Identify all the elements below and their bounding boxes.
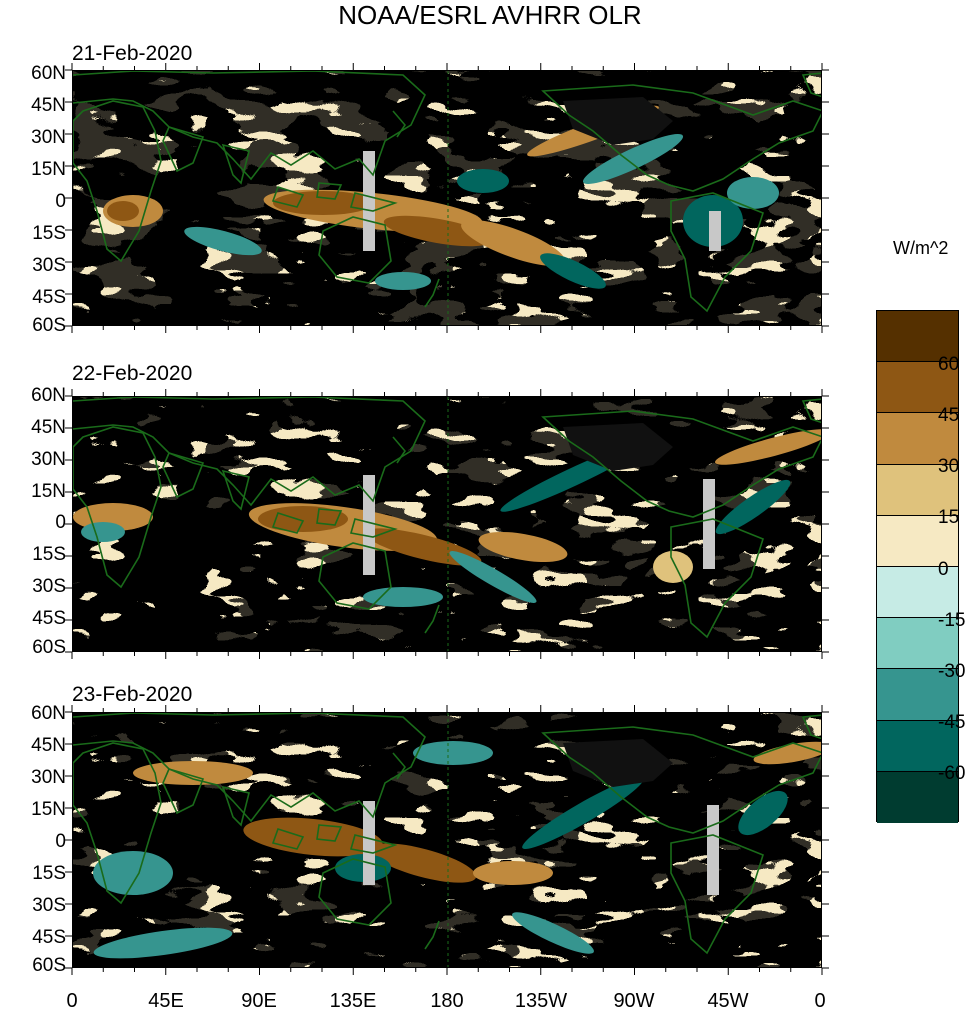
lon-label: 90W bbox=[613, 990, 655, 1012]
missing-data-swath bbox=[703, 479, 715, 569]
lon-label: 135W bbox=[514, 990, 568, 1012]
lat-label: 30S bbox=[32, 255, 66, 276]
lon-label: 45W bbox=[707, 990, 749, 1012]
us-state-borders bbox=[563, 423, 673, 471]
lat-label: 0 bbox=[55, 512, 66, 533]
lat-label: 0 bbox=[55, 191, 66, 212]
lat-label: 45S bbox=[32, 927, 66, 948]
missing-data-swath bbox=[363, 151, 375, 251]
missing-data-swath bbox=[363, 475, 375, 575]
lat-label: 60S bbox=[32, 315, 66, 336]
us-state-borders bbox=[563, 97, 673, 145]
colorbar-box bbox=[877, 311, 958, 363]
lat-label: 15N bbox=[31, 799, 66, 820]
colorbar-title: W/m^2 bbox=[893, 238, 949, 258]
lat-label: 15S bbox=[32, 863, 66, 884]
map-panel-1 bbox=[72, 70, 822, 326]
lon-label: 0 bbox=[66, 990, 78, 1012]
colorbar-label: -30 bbox=[938, 661, 966, 682]
lon-label: 0 bbox=[814, 990, 826, 1012]
lat-label: 60N bbox=[31, 385, 66, 406]
lat-label: 15N bbox=[31, 481, 66, 502]
lon-label: 45E bbox=[148, 990, 184, 1012]
colorbar-box bbox=[877, 413, 958, 465]
panel-3-date: 23-Feb-2020 bbox=[72, 683, 193, 706]
lat-label: 60N bbox=[31, 63, 66, 84]
colorbar-box bbox=[877, 771, 958, 823]
lat-label: 15S bbox=[32, 223, 66, 244]
lat-label: 60N bbox=[31, 703, 66, 724]
colorbar-label: 60 bbox=[938, 354, 960, 375]
lat-label: 30S bbox=[32, 576, 66, 597]
lat-label: 30N bbox=[31, 449, 66, 470]
figure-title: NOAA/ESRL AVHRR OLR bbox=[338, 0, 642, 30]
colorbar-label: -15 bbox=[938, 610, 966, 631]
colorbar bbox=[876, 310, 959, 823]
colorbar-box bbox=[877, 669, 958, 721]
panel-2-date: 22-Feb-2020 bbox=[72, 362, 193, 385]
missing-data-swath bbox=[709, 211, 721, 251]
lat-label: 60S bbox=[32, 637, 66, 658]
colorbar-label: 15 bbox=[938, 507, 960, 528]
colorbar-box bbox=[877, 362, 958, 414]
colorbar-label: -60 bbox=[938, 763, 966, 784]
lat-label: 45N bbox=[31, 735, 66, 756]
lat-label: 15S bbox=[32, 544, 66, 565]
colorbar-label: -45 bbox=[938, 712, 966, 733]
map-panel-2 bbox=[72, 396, 822, 652]
colorbar-box bbox=[877, 566, 958, 619]
lat-label: 0 bbox=[55, 831, 66, 852]
lat-label: 45S bbox=[32, 608, 66, 629]
lon-label: 135E bbox=[329, 990, 377, 1012]
colorbar-box bbox=[877, 515, 958, 567]
lat-label: 45S bbox=[32, 287, 66, 308]
lon-label: 90E bbox=[241, 990, 277, 1012]
anomaly-blobs bbox=[93, 741, 821, 959]
lat-label: 30N bbox=[31, 127, 66, 148]
colorbar-box bbox=[877, 618, 958, 670]
lat-label: 45N bbox=[31, 95, 66, 116]
lat-label: 15N bbox=[31, 159, 66, 180]
lat-label: 30N bbox=[31, 767, 66, 788]
lat-label: 45N bbox=[31, 417, 66, 438]
panel-1-date: 21-Feb-2020 bbox=[72, 42, 193, 65]
colorbar-label: 45 bbox=[938, 405, 960, 426]
us-state-borders bbox=[563, 739, 673, 787]
colorbar-box bbox=[877, 720, 958, 772]
lat-label: 30S bbox=[32, 895, 66, 916]
map-panel-3 bbox=[72, 712, 822, 968]
missing-data-swath bbox=[707, 805, 719, 895]
lat-label: 60S bbox=[32, 955, 66, 976]
colorbar-box bbox=[877, 464, 958, 516]
lon-label: 180 bbox=[430, 990, 464, 1012]
colorbar-label: 30 bbox=[938, 456, 960, 477]
colorbar-label: 0 bbox=[938, 559, 949, 580]
